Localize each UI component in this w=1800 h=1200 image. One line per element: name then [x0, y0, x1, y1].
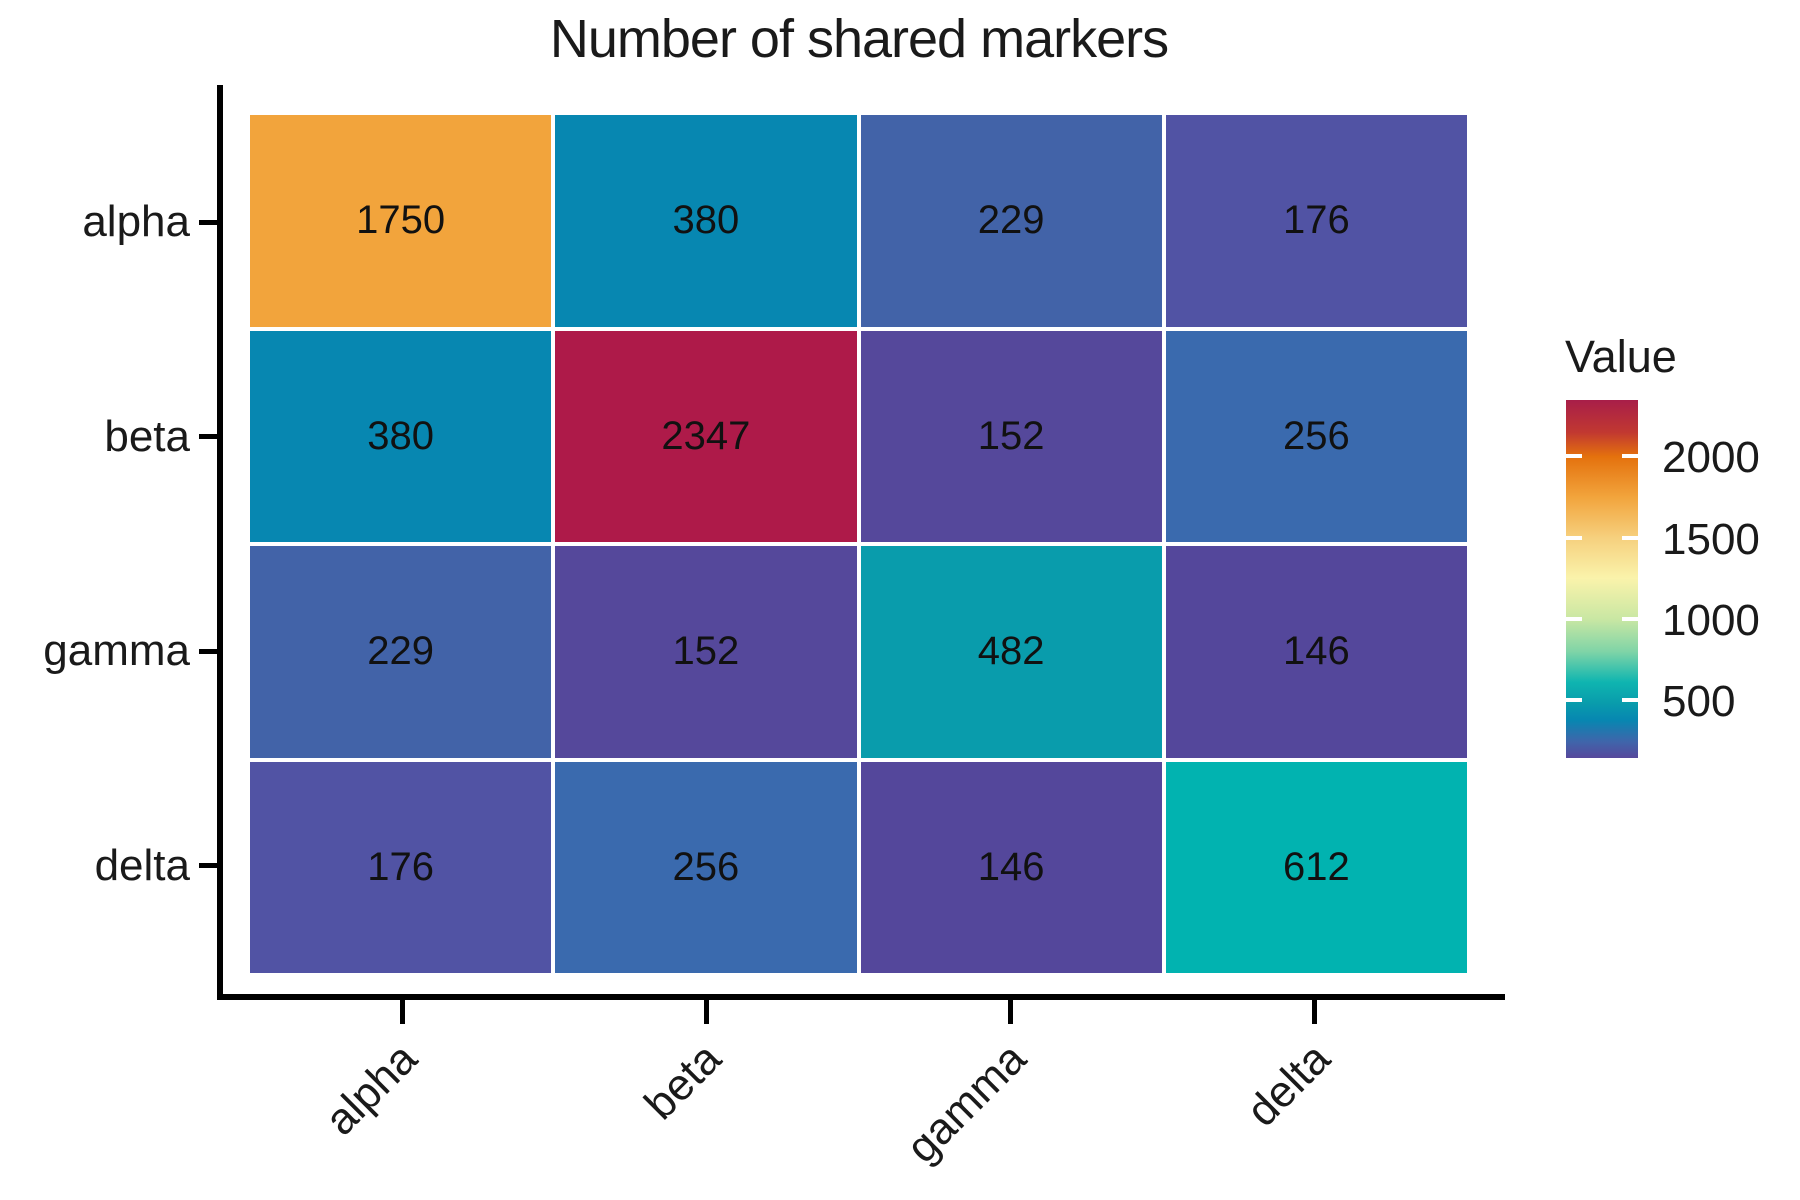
x-axis-label: gamma: [896, 1033, 1036, 1173]
legend-tick-mark: [1566, 698, 1582, 703]
x-axis-line: [217, 994, 1505, 1000]
cell-value: 2347: [661, 413, 751, 458]
legend-tick-mark: [1622, 535, 1638, 540]
y-axis-label: beta: [104, 411, 190, 461]
y-axis-label: alpha: [82, 197, 190, 247]
cell-value: 146: [977, 844, 1045, 889]
cell-value: 612: [1283, 844, 1350, 889]
legend-tick-label: 1000: [1662, 596, 1760, 646]
y-axis-tick: [199, 434, 217, 440]
legend-title: Value: [1565, 331, 1677, 382]
legend-tick-mark: [1566, 454, 1582, 459]
y-axis-label: delta: [94, 840, 190, 890]
x-axis-label: delta: [1237, 1033, 1340, 1137]
heatmap-cell: 256: [1165, 330, 1467, 542]
legend-tick-label: 500: [1662, 677, 1736, 727]
y-axis-line: [217, 85, 223, 1000]
x-axis-label: beta: [635, 1033, 731, 1130]
cell-value: 152: [672, 629, 740, 674]
legend-tick-mark: [1622, 617, 1638, 622]
heatmap-cell: 146: [1165, 546, 1467, 758]
cell-value: 176: [367, 844, 434, 889]
chart-title: Number of shared markers: [549, 9, 1169, 69]
heatmap-cell: 256: [555, 761, 857, 973]
cell-value: 176: [1283, 198, 1350, 243]
cell-value: 152: [977, 413, 1045, 458]
heatmap-grid: 1750 380 229 176 380 2347 152 256 229 152 482 146 17…: [250, 115, 1467, 973]
heatmap-cell: 229: [860, 115, 1162, 327]
legend-colorbar: [1566, 400, 1638, 758]
x-axis-label: alpha: [315, 1033, 427, 1145]
heatmap-cell: 176: [1165, 115, 1467, 327]
heatmap-cell: 2347: [555, 330, 857, 542]
heatmap-cell: 152: [555, 546, 857, 758]
legend-tick-mark: [1622, 454, 1638, 459]
heatmap-cell: 612: [1165, 761, 1467, 973]
legend-tick-label: 2000: [1662, 433, 1760, 483]
heatmap-cell: 152: [860, 330, 1162, 542]
legend-tick-mark: [1566, 535, 1582, 540]
cell-value: 380: [672, 198, 740, 243]
cell-value: 1750: [356, 198, 446, 243]
heatmap-cell: 176: [250, 761, 552, 973]
x-axis-tick: [1008, 1000, 1014, 1024]
cell-value: 146: [1283, 629, 1350, 674]
cell-value: 229: [367, 629, 434, 674]
cell-value: 229: [977, 198, 1045, 243]
heatmap-cell: 1750: [250, 115, 552, 327]
x-axis-tick: [703, 1000, 709, 1024]
cell-value: 482: [977, 629, 1045, 674]
legend-tick-mark: [1622, 698, 1638, 703]
legend-tick-mark: [1566, 617, 1582, 622]
y-axis-label: gamma: [43, 626, 190, 676]
cell-value: 256: [1283, 413, 1350, 458]
heatmap-cell: 482: [860, 546, 1162, 758]
x-axis-tick: [399, 1000, 405, 1024]
legend-tick-label: 1500: [1662, 514, 1760, 564]
cell-value: 380: [367, 413, 434, 458]
y-axis-tick: [199, 863, 217, 869]
x-axis-tick: [1312, 1000, 1318, 1024]
cell-value: 256: [672, 844, 740, 889]
heatmap-cell: 229: [250, 546, 552, 758]
heatmap-cell: 380: [555, 115, 857, 327]
y-axis-tick: [199, 648, 217, 654]
heatmap-cell: 380: [250, 330, 552, 542]
y-axis-tick: [199, 219, 217, 225]
heatmap-cell: 146: [860, 761, 1162, 973]
